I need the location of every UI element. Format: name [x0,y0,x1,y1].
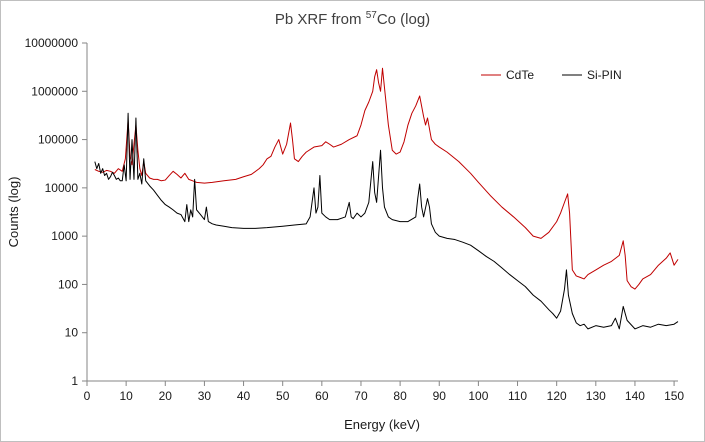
y-tick-label: 100000 [38,133,78,147]
series-line-si-pin [94,112,679,330]
y-tick-label: 1000 [51,229,78,243]
y-tick-label: 1000000 [31,84,78,98]
series-line-cdte [94,67,679,290]
x-tick-label: 100 [468,389,488,403]
x-tick-label: 40 [237,389,251,403]
x-tick-label: 140 [625,389,645,403]
y-axis-ticks: 1 10 100 1000 10000 100000 1000000 10000000 [25,36,87,388]
legend-label-si-pin: Si-PIN [587,68,622,82]
plot-axes [86,43,678,382]
x-tick-label: 80 [393,389,407,403]
x-axis-label: Energy (keV) [344,417,420,432]
y-tick-label: 10000 [45,181,79,195]
x-tick-label: 10 [119,389,133,403]
x-tick-label: 0 [84,389,91,403]
x-tick-label: 60 [315,389,329,403]
x-tick-label: 30 [198,389,212,403]
y-tick-label: 1 [71,374,78,388]
y-tick-label: 10 [65,326,79,340]
chart-title-superscript: 57 [365,10,377,21]
x-tick-label: 130 [586,389,606,403]
y-tick-label: 10000000 [25,36,79,50]
series-lines [94,67,679,330]
x-tick-label: 110 [508,389,527,403]
x-tick-label: 120 [547,389,567,403]
x-tick-label: 20 [159,389,173,403]
y-tick-label: 100 [58,277,78,291]
x-tick-label: 150 [664,389,684,403]
x-tick-label: 90 [433,389,447,403]
x-axis-ticks: 0 10 20 30 40 50 60 70 80 90 100 110 120 130 140 150 [84,381,684,403]
chart-legend: CdTe Si-PIN [481,68,622,82]
y-axis-label: Counts (log) [6,177,21,248]
x-tick-label: 50 [276,389,290,403]
legend-label-cdte: CdTe [506,68,534,82]
x-tick-label: 70 [354,389,368,403]
chart-title: Pb XRF from 57Co (log) [0,10,705,28]
chart-title-prefix: Pb XRF from [274,11,366,28]
chart-title-suffix: Co (log) [376,11,431,28]
